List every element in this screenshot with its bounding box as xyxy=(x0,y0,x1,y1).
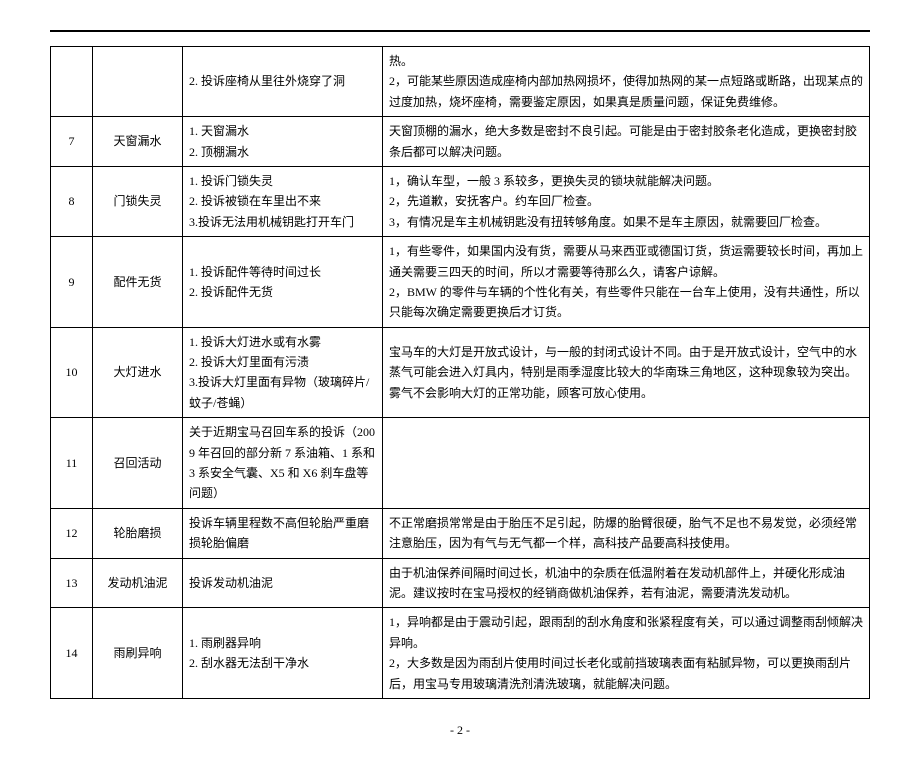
row-response: 由于机油保养间隔时间过长，机油中的杂质在低温附着在发动机部件上，并硬化形成油泥。… xyxy=(383,558,870,608)
row-number: 13 xyxy=(51,558,93,608)
row-complaint: 投诉车辆里程数不高但轮胎严重磨损轮胎偏磨 xyxy=(183,508,383,558)
row-complaint: 2. 投诉座椅从里往外烧穿了洞 xyxy=(183,47,383,117)
table-row: 8门锁失灵1. 投诉门锁失灵2. 投诉被锁在车里出不来3.投诉无法用机械钥匙打开… xyxy=(51,166,870,236)
row-response: 1，确认车型，一般 3 系较多，更换失灵的锁块就能解决问题。2，先道歉，安抚客户… xyxy=(383,166,870,236)
table-row: 12轮胎磨损投诉车辆里程数不高但轮胎严重磨损轮胎偏磨不正常磨损常常是由于胎压不足… xyxy=(51,508,870,558)
row-response: 不正常磨损常常是由于胎压不足引起，防爆的胎臂很硬，胎气不足也不易发觉，必须经常注… xyxy=(383,508,870,558)
row-number: 11 xyxy=(51,418,93,509)
row-number: 9 xyxy=(51,237,93,328)
row-number: 14 xyxy=(51,608,93,699)
row-topic: 发动机油泥 xyxy=(93,558,183,608)
table-row: 13发动机油泥投诉发动机油泥由于机油保养间隔时间过长，机油中的杂质在低温附着在发… xyxy=(51,558,870,608)
row-topic: 天窗漏水 xyxy=(93,117,183,167)
row-response: 1，异响都是由于震动引起，跟雨刮的刮水角度和张紧程度有关，可以通过调整雨刮倾解决… xyxy=(383,608,870,699)
row-topic: 雨刷异响 xyxy=(93,608,183,699)
row-number: 10 xyxy=(51,327,93,418)
row-topic: 配件无货 xyxy=(93,237,183,328)
table-row: 14雨刷异响1. 雨刷器异响2. 刮水器无法刮干净水1，异响都是由于震动引起，跟… xyxy=(51,608,870,699)
row-topic: 大灯进水 xyxy=(93,327,183,418)
row-topic xyxy=(93,47,183,117)
table-row: 10大灯进水1. 投诉大灯进水或有水雾2. 投诉大灯里面有污渍3.投诉大灯里面有… xyxy=(51,327,870,418)
row-number: 8 xyxy=(51,166,93,236)
row-response xyxy=(383,418,870,509)
row-response: 宝马车的大灯是开放式设计，与一般的封闭式设计不同。由于是开放式设计，空气中的水蒸… xyxy=(383,327,870,418)
row-topic: 召回活动 xyxy=(93,418,183,509)
row-number: 12 xyxy=(51,508,93,558)
row-complaint: 1. 天窗漏水2. 顶棚漏水 xyxy=(183,117,383,167)
table-row: 9配件无货1. 投诉配件等待时间过长2. 投诉配件无货1，有些零件，如果国内没有… xyxy=(51,237,870,328)
row-number: 7 xyxy=(51,117,93,167)
row-topic: 轮胎磨损 xyxy=(93,508,183,558)
row-number xyxy=(51,47,93,117)
complaint-table: 2. 投诉座椅从里往外烧穿了洞热。2，可能某些原因造成座椅内部加热网损坏，使得加… xyxy=(50,46,870,699)
row-complaint: 投诉发动机油泥 xyxy=(183,558,383,608)
table-row: 11召回活动关于近期宝马召回车系的投诉（2009 年召回的部分新 7 系油箱、1… xyxy=(51,418,870,509)
row-complaint: 关于近期宝马召回车系的投诉（2009 年召回的部分新 7 系油箱、1 系和 3 … xyxy=(183,418,383,509)
page-number: - 2 - xyxy=(50,723,870,738)
row-complaint: 1. 投诉大灯进水或有水雾2. 投诉大灯里面有污渍3.投诉大灯里面有异物（玻璃碎… xyxy=(183,327,383,418)
row-topic: 门锁失灵 xyxy=(93,166,183,236)
table-row: 2. 投诉座椅从里往外烧穿了洞热。2，可能某些原因造成座椅内部加热网损坏，使得加… xyxy=(51,47,870,117)
table-row: 7天窗漏水1. 天窗漏水2. 顶棚漏水天窗顶棚的漏水，绝大多数是密封不良引起。可… xyxy=(51,117,870,167)
row-response: 天窗顶棚的漏水，绝大多数是密封不良引起。可能是由于密封胶条老化造成，更换密封胶条… xyxy=(383,117,870,167)
row-response: 热。2，可能某些原因造成座椅内部加热网损坏，使得加热网的某一点短路或断路，出现某… xyxy=(383,47,870,117)
row-complaint: 1. 投诉门锁失灵2. 投诉被锁在车里出不来3.投诉无法用机械钥匙打开车门 xyxy=(183,166,383,236)
row-response: 1，有些零件，如果国内没有货，需要从马来西亚或德国订货，货运需要较长时间，再加上… xyxy=(383,237,870,328)
row-complaint: 1. 雨刷器异响2. 刮水器无法刮干净水 xyxy=(183,608,383,699)
page-top-rule xyxy=(50,30,870,32)
row-complaint: 1. 投诉配件等待时间过长2. 投诉配件无货 xyxy=(183,237,383,328)
